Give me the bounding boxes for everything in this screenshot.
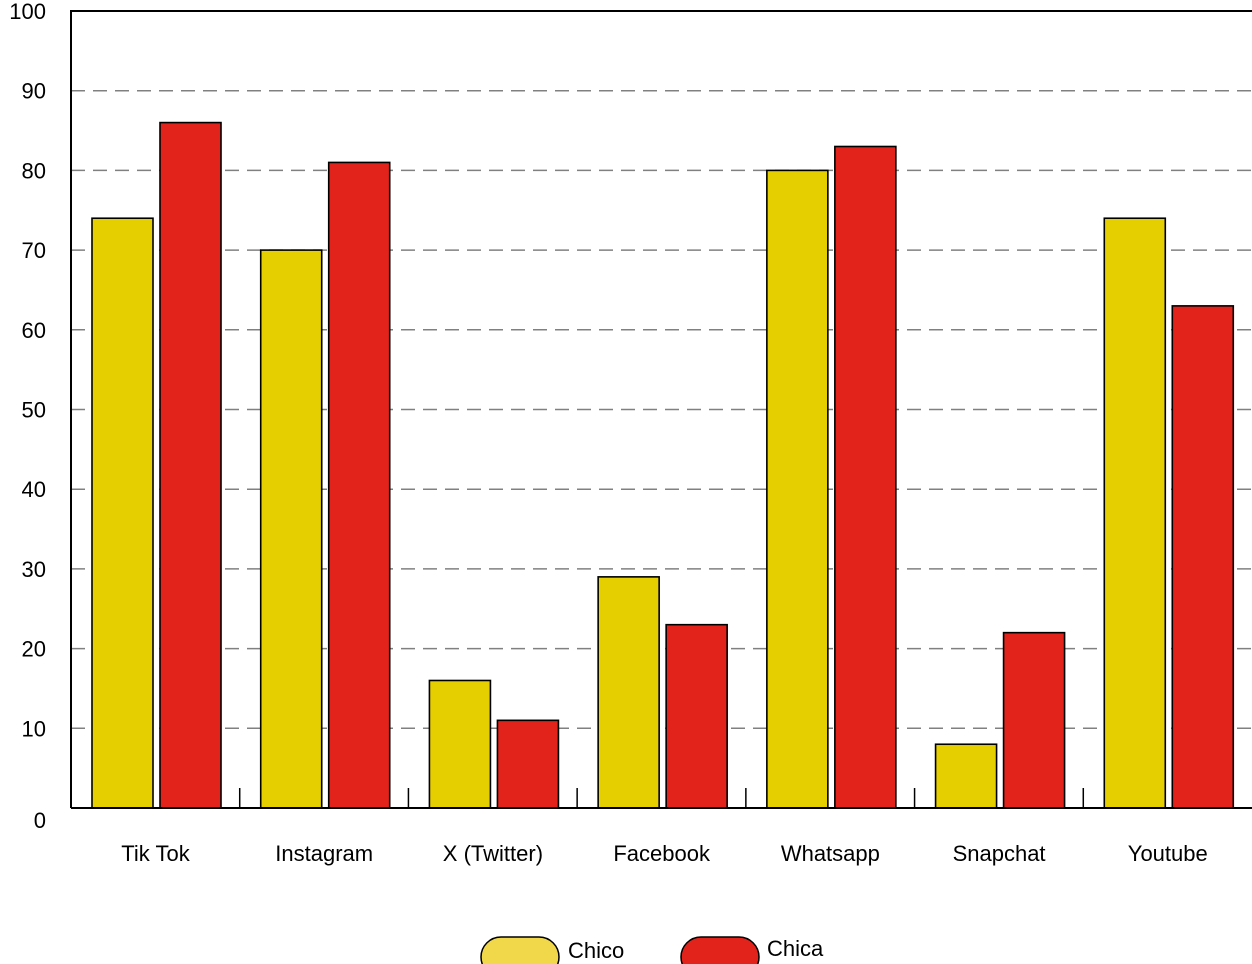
bar-chica bbox=[666, 625, 727, 808]
y-tick-label: 30 bbox=[22, 557, 46, 582]
legend-label-chica: Chica bbox=[767, 936, 824, 961]
legend-label-chico: Chico bbox=[568, 938, 624, 963]
bar-chico bbox=[429, 680, 490, 808]
x-tick-labels: Tik Tok Instagram X (Twitter) Facebook Whats… bbox=[121, 841, 1207, 866]
bar-chico bbox=[261, 250, 322, 808]
y-tick-label: 20 bbox=[22, 637, 46, 662]
y-tick-label: 90 bbox=[22, 79, 46, 104]
y-tick-label: 80 bbox=[22, 158, 46, 183]
y-tick-label: 70 bbox=[22, 238, 46, 263]
x-tick-label: X (Twitter) bbox=[443, 841, 543, 866]
x-tick-label: Snapchat bbox=[953, 841, 1046, 866]
bar-chico bbox=[1104, 218, 1165, 808]
bar-chico bbox=[767, 170, 828, 808]
y-tick-label: 50 bbox=[22, 398, 46, 423]
y-tick-labels: 0 10 20 30 40 50 60 70 80 90 100 bbox=[9, 0, 46, 833]
bar-chico bbox=[598, 577, 659, 808]
x-tick-label: Tik Tok bbox=[121, 841, 190, 866]
bar-chica bbox=[329, 162, 390, 808]
y-tick-label: 10 bbox=[22, 716, 46, 741]
bar-chica bbox=[1172, 306, 1233, 808]
legend: Chico Chica bbox=[481, 936, 824, 964]
bars bbox=[92, 123, 1233, 808]
grid-lines bbox=[71, 91, 1252, 729]
bar-chica bbox=[1004, 633, 1065, 808]
bar-chico bbox=[92, 218, 153, 808]
x-tick-label: Facebook bbox=[613, 841, 711, 866]
x-tick-label: Instagram bbox=[275, 841, 373, 866]
x-tick-label: Whatsapp bbox=[781, 841, 880, 866]
y-tick-label: 100 bbox=[9, 0, 46, 24]
y-tick-label: 40 bbox=[22, 477, 46, 502]
y-tick-label: 0 bbox=[34, 808, 46, 833]
bar-chica bbox=[160, 123, 221, 808]
x-tick-label: Youtube bbox=[1128, 841, 1208, 866]
bar-chica bbox=[497, 720, 558, 808]
bar-chica bbox=[835, 146, 896, 808]
bar-chico bbox=[936, 744, 997, 808]
legend-swatch-chico bbox=[481, 937, 559, 964]
legend-swatch-chica bbox=[681, 937, 759, 964]
y-tick-label: 60 bbox=[22, 318, 46, 343]
